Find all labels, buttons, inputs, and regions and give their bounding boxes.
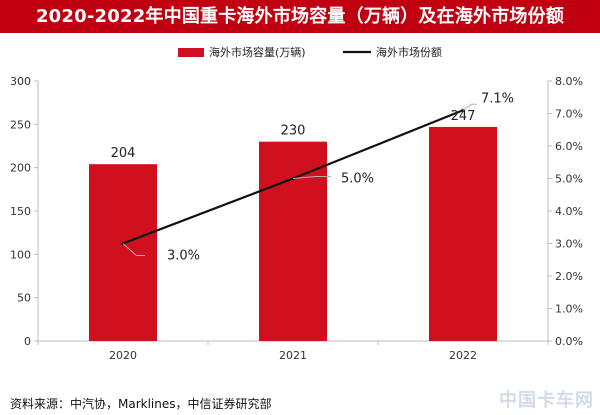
leader-line: [292, 176, 331, 179]
y-left-tick-label: 100: [10, 248, 31, 261]
y-right-tick-label: 4.0%: [555, 205, 583, 218]
bar-2020: [89, 164, 157, 341]
y-left-tick-label: 300: [10, 75, 31, 88]
chart-title: 2020-2022年中国重卡海外市场容量（万辆）及在海外市场份额: [0, 0, 600, 33]
y-right-tick-label: 7.0%: [555, 108, 583, 121]
share-value-label: 7.1%: [481, 91, 514, 106]
share-value-label: 5.0%: [341, 172, 374, 187]
y-left-tick-label: 250: [10, 118, 31, 131]
watermark-logo: 中国卡车网: [499, 390, 594, 411]
combo-chart: 0 50 100 150 200 250 300 0.0% 1.0% 2.0% 3.0% 4.0% 5.…: [10, 45, 583, 362]
x-tick-label: 2021: [279, 349, 307, 362]
bar-value-label: 204: [111, 146, 136, 161]
bar-value-label: 230: [281, 124, 306, 139]
bar-2022: [429, 126, 497, 341]
legend-label: 海外市场份额: [376, 45, 442, 59]
axes: 0 50 100 150 200 250 300 0.0% 1.0% 2.0% 3.0% 4.0% 5.…: [10, 75, 583, 362]
bar-series: [89, 126, 497, 341]
y-left-tick-label: 50: [17, 292, 31, 305]
legend-bar-swatch: [178, 48, 204, 57]
leader-line: [122, 243, 145, 256]
legend: 海外市场容量(万辆) 海外市场份额: [178, 45, 442, 59]
legend-label: 海外市场容量(万辆): [209, 45, 306, 59]
y-right-tick-label: 0.0%: [555, 335, 583, 348]
x-tick-label: 2020: [109, 349, 137, 362]
x-tick-label: 2022: [449, 349, 477, 362]
y-left-tick-label: 0: [24, 335, 31, 348]
y-right-tick-label: 8.0%: [555, 75, 583, 88]
leader-line: [462, 103, 477, 111]
y-right-tick-label: 1.0%: [555, 303, 583, 316]
y-right-tick-label: 6.0%: [555, 140, 583, 153]
share-value-label: 3.0%: [167, 249, 200, 264]
data-labels: 204 230 247 3.0% 5.0% 7.1%: [111, 91, 514, 263]
y-right-tick-label: 5.0%: [555, 173, 583, 186]
bar-value-label: 247: [451, 109, 476, 124]
bar-2021: [259, 141, 327, 341]
y-right-tick-label: 3.0%: [555, 238, 583, 251]
y-left-tick-label: 150: [10, 205, 31, 218]
y-right-tick-label: 2.0%: [555, 270, 583, 283]
y-left-tick-label: 200: [10, 162, 31, 175]
source-note: 资料来源：中汽协，Marklines，中信证券研究部: [10, 397, 272, 411]
